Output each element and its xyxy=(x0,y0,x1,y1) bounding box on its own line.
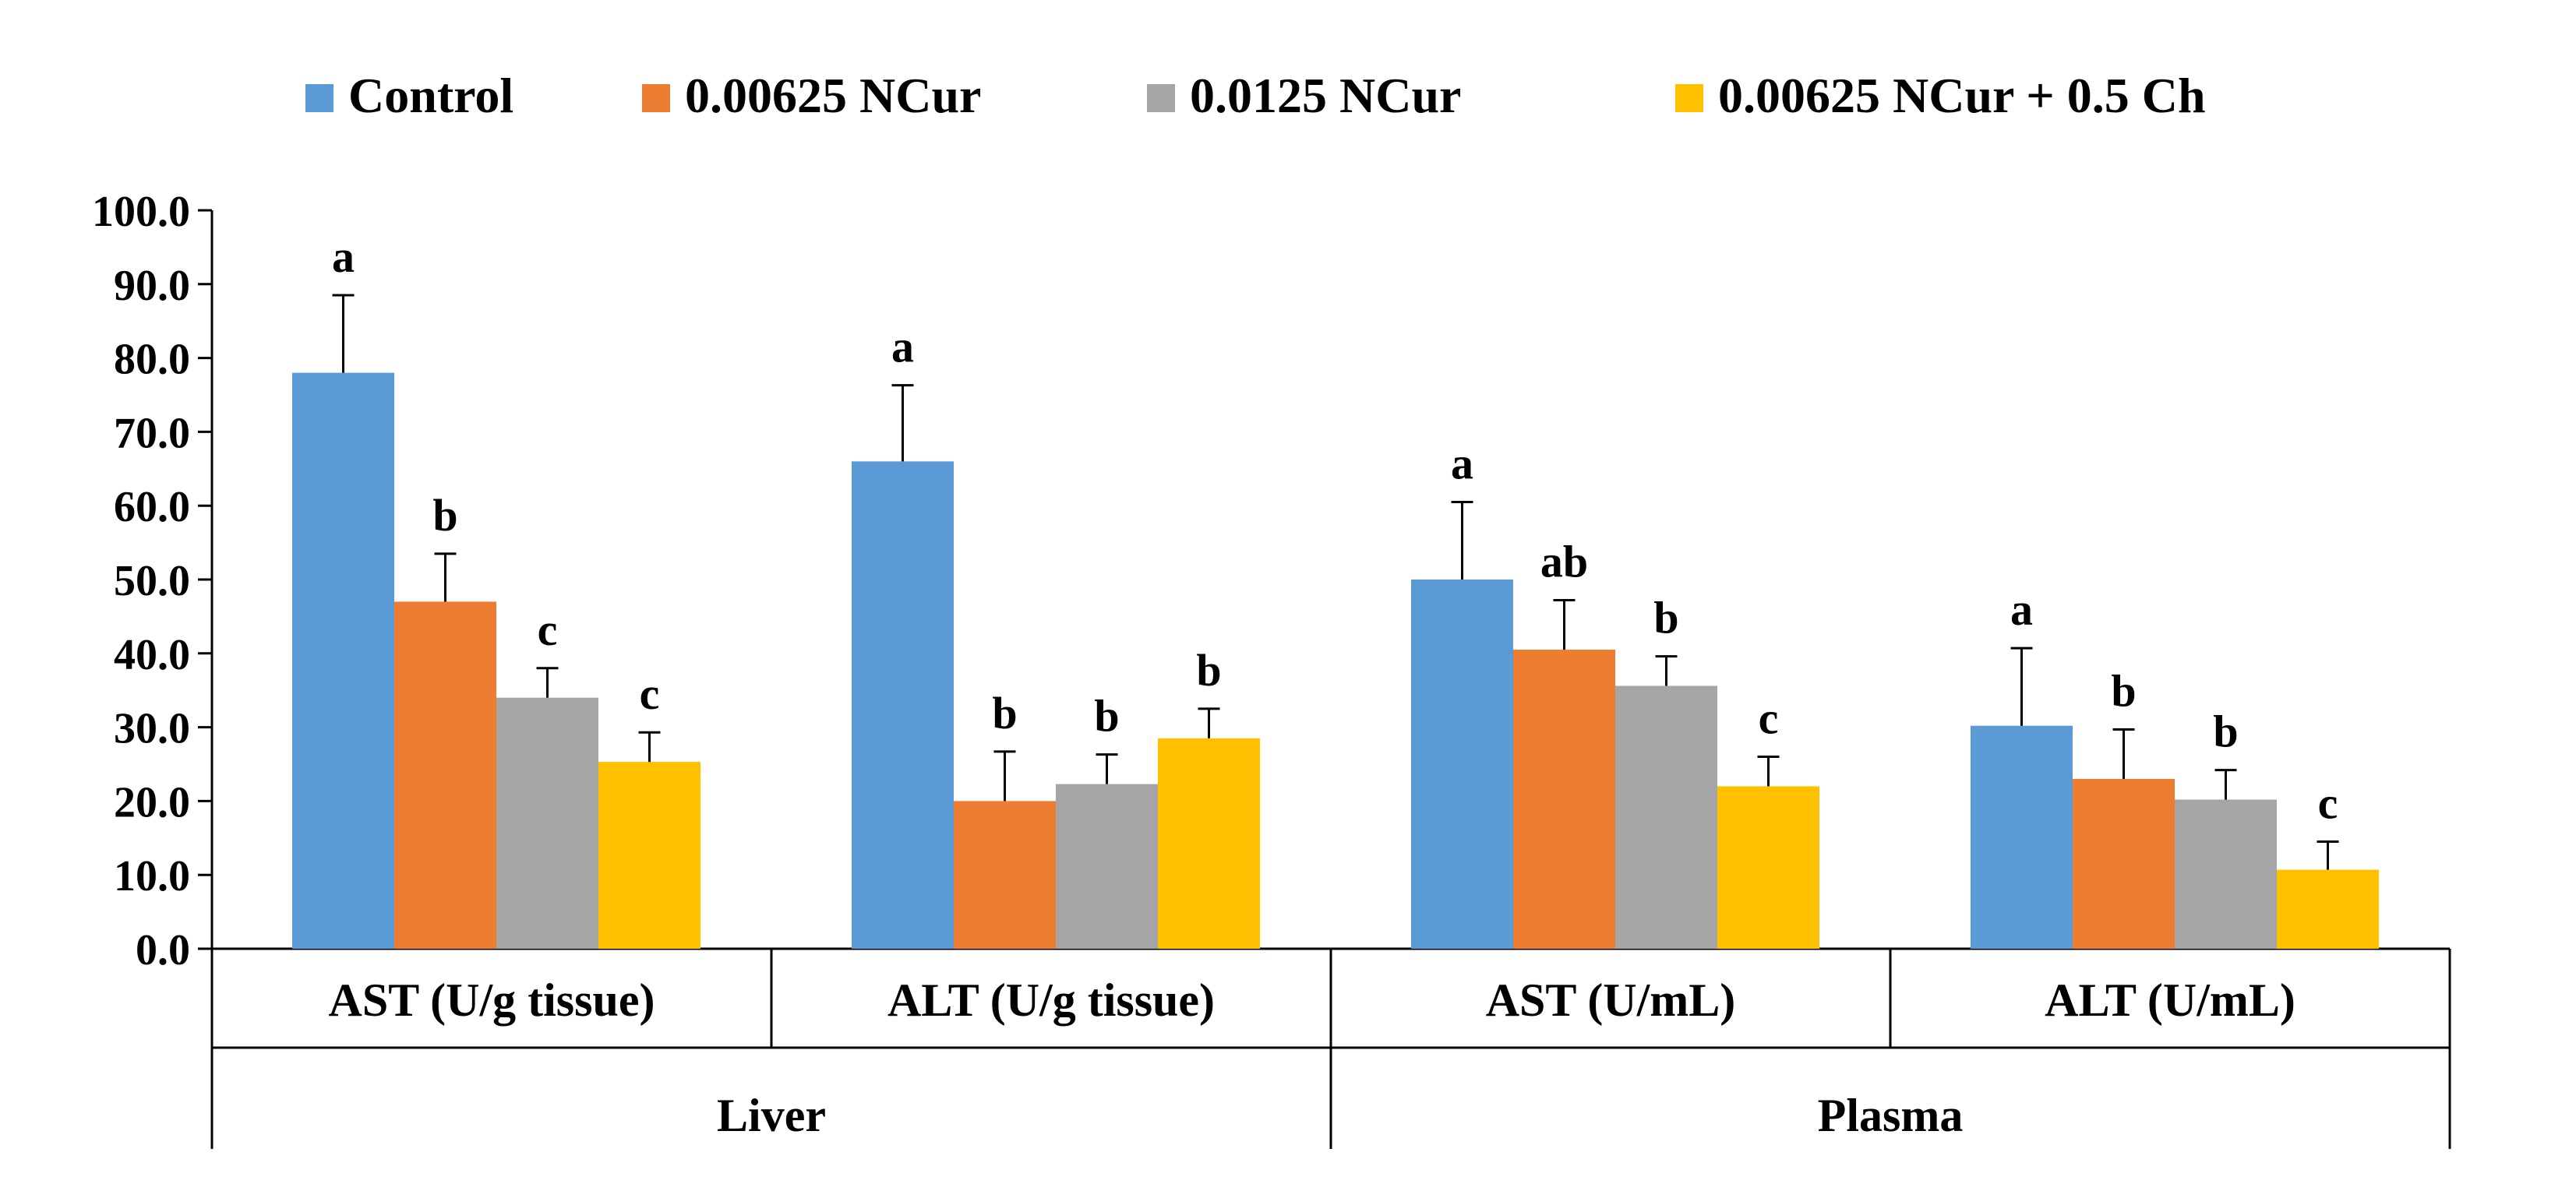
significance-letter: a xyxy=(1451,438,1473,488)
y-tick-label: 20.0 xyxy=(114,778,190,826)
bar xyxy=(598,762,700,949)
y-tick-label: 30.0 xyxy=(114,705,190,753)
significance-letter: c xyxy=(640,668,660,719)
bar xyxy=(1971,725,2073,949)
significance-letter: b xyxy=(432,490,457,541)
bar xyxy=(1513,650,1615,949)
legend-swatch-1 xyxy=(305,84,333,112)
y-tick-label: 0.0 xyxy=(136,926,190,974)
significance-letter: b xyxy=(2213,706,2238,757)
legend-label-2: 0.00625 NCur xyxy=(685,68,981,123)
y-tick-label: 70.0 xyxy=(114,409,190,457)
y-tick-label: 80.0 xyxy=(114,336,190,384)
bar xyxy=(394,601,496,949)
significance-letter: b xyxy=(1094,691,1119,742)
significance-letter: a xyxy=(891,322,914,372)
legend-label-1: Control xyxy=(348,68,513,123)
legend-swatch-3 xyxy=(1147,84,1175,112)
y-tick-label: 60.0 xyxy=(114,483,190,531)
bar xyxy=(292,372,394,949)
bar xyxy=(954,801,1056,949)
bars xyxy=(292,294,2379,949)
y-tick-label: 90.0 xyxy=(114,262,190,310)
bar xyxy=(2073,778,2175,949)
bar xyxy=(2175,799,2277,949)
significance-letter: b xyxy=(992,688,1017,738)
bar xyxy=(1717,786,1819,949)
x-category-label: AST (U/mL) xyxy=(1486,974,1736,1026)
bar xyxy=(1411,580,1513,949)
significance-letter: c xyxy=(1759,693,1779,744)
y-tick-label: 40.0 xyxy=(114,631,190,679)
x-category-label: ALT (U/g tissue) xyxy=(887,974,1215,1026)
y-tick-label: 50.0 xyxy=(114,557,190,605)
bar xyxy=(1056,784,1158,949)
significance-letter: a xyxy=(2010,584,2033,635)
significance-letter: c xyxy=(2318,778,2338,829)
legend-label-4: 0.00625 NCur + 0.5 Ch xyxy=(1718,68,2206,123)
significance-letter: b xyxy=(2111,665,2136,716)
x-group-label-plasma: Plasma xyxy=(1818,1090,1964,1141)
x-group-label-liver: Liver xyxy=(717,1090,826,1141)
axes: 0.0 10.0 20.0 30.0 40.0 50.0 60.0 70.0 80.0 90.0 1… xyxy=(92,188,2451,1149)
significance-letter: b xyxy=(1653,593,1678,643)
legend-label-3: 0.0125 NCur xyxy=(1190,68,1461,123)
significance-letter: b xyxy=(1196,645,1221,696)
bar xyxy=(852,461,954,949)
y-tick-label: 100.0 xyxy=(92,188,190,236)
legend: Control 0.00625 NCur 0.0125 NCur 0.00625 NC… xyxy=(305,68,2206,123)
bar xyxy=(2277,869,2379,949)
significance-letter: c xyxy=(538,604,558,655)
significance-letter: a xyxy=(332,231,355,282)
y-tick-label: 10.0 xyxy=(114,852,190,900)
bar xyxy=(1158,738,1260,949)
x-category-label: AST (U/g tissue) xyxy=(329,974,655,1026)
legend-swatch-2 xyxy=(642,84,670,112)
bar xyxy=(1615,685,1717,949)
significance-letter: ab xyxy=(1540,537,1588,587)
bar xyxy=(496,697,598,949)
x-category-label: ALT (U/mL) xyxy=(2045,974,2295,1026)
legend-swatch-4 xyxy=(1675,84,1703,112)
